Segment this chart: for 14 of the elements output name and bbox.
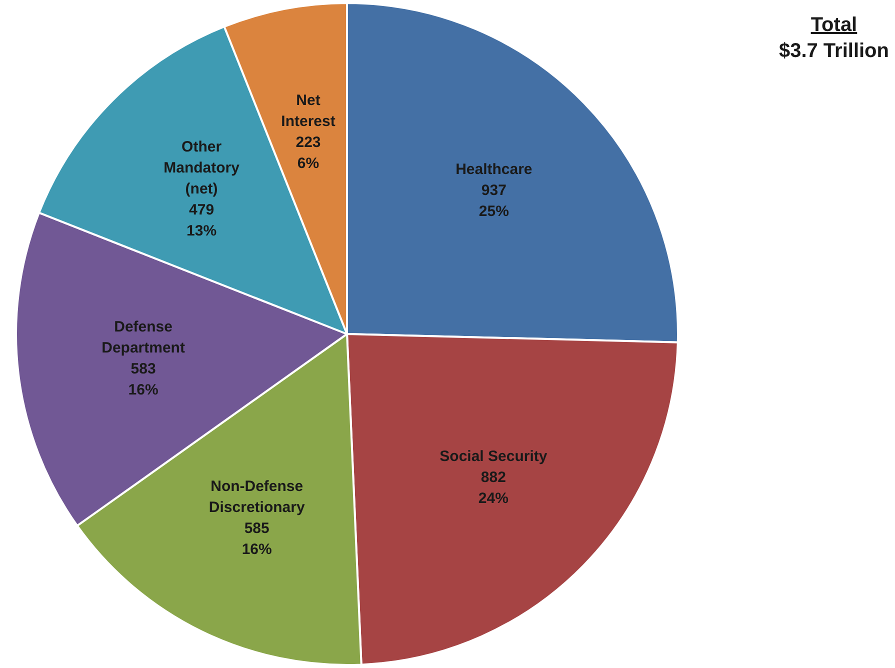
slice-label: Net Interest: [281, 92, 336, 130]
text: Total: [810, 13, 858, 38]
slice-label: Non-Defense Discretionary: [208, 478, 306, 516]
data-label: 223 6%: [296, 134, 321, 172]
slice-label: Healthcare: [456, 160, 532, 178]
data-label: 585 16%: [242, 520, 272, 558]
data-label: 882 24%: [478, 468, 508, 507]
data-label: 479 13%: [186, 201, 217, 240]
data-label: 937 25%: [478, 182, 509, 220]
slice-label: Other Mandatory (net): [164, 138, 240, 198]
slice-label: Defense Department: [102, 318, 185, 356]
text: $3.7 Trillion: [778, 39, 889, 64]
slice-label: Social Security: [440, 448, 548, 465]
data-label: 583 16%: [128, 360, 158, 398]
